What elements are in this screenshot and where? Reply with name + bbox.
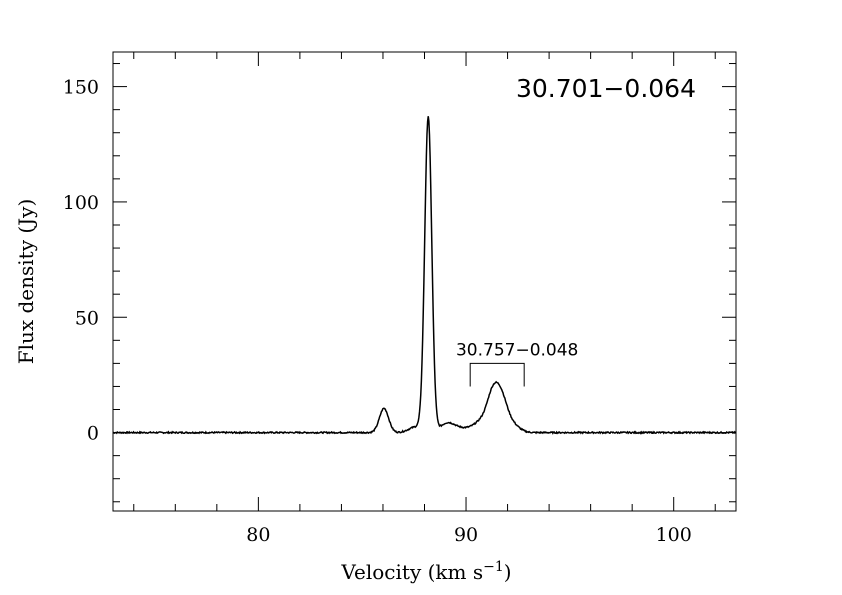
- x-tick-label: 90: [454, 524, 478, 546]
- x-axis-label-main: Velocity (km s: [340, 560, 483, 584]
- x-tick-label: 80: [246, 524, 270, 546]
- spectrum-line: [112, 116, 737, 435]
- y-tick-label: 150: [63, 77, 99, 99]
- annotation-label: 30.757−0.048: [456, 340, 578, 360]
- x-tick-label: 100: [656, 524, 692, 546]
- secondary-source-annotation: 30.757−0.048: [456, 340, 578, 387]
- annotation-bracket: [469, 362, 525, 387]
- x-axis-label-superscript: −1: [483, 559, 504, 575]
- x-axis-label-close: ): [504, 560, 512, 584]
- plot-frame: [112, 51, 737, 512]
- y-tick-label: 0: [87, 423, 99, 445]
- tick-labels: 80 90 100 0 50 100 150: [63, 77, 692, 546]
- y-tick-label: 100: [63, 192, 99, 214]
- source-title: 30.701−0.064: [516, 74, 696, 103]
- y-axis-label: Flux density (Jy): [14, 199, 38, 365]
- x-axis-label: Velocity (km s−1): [340, 559, 511, 584]
- y-tick-label: 50: [75, 307, 99, 329]
